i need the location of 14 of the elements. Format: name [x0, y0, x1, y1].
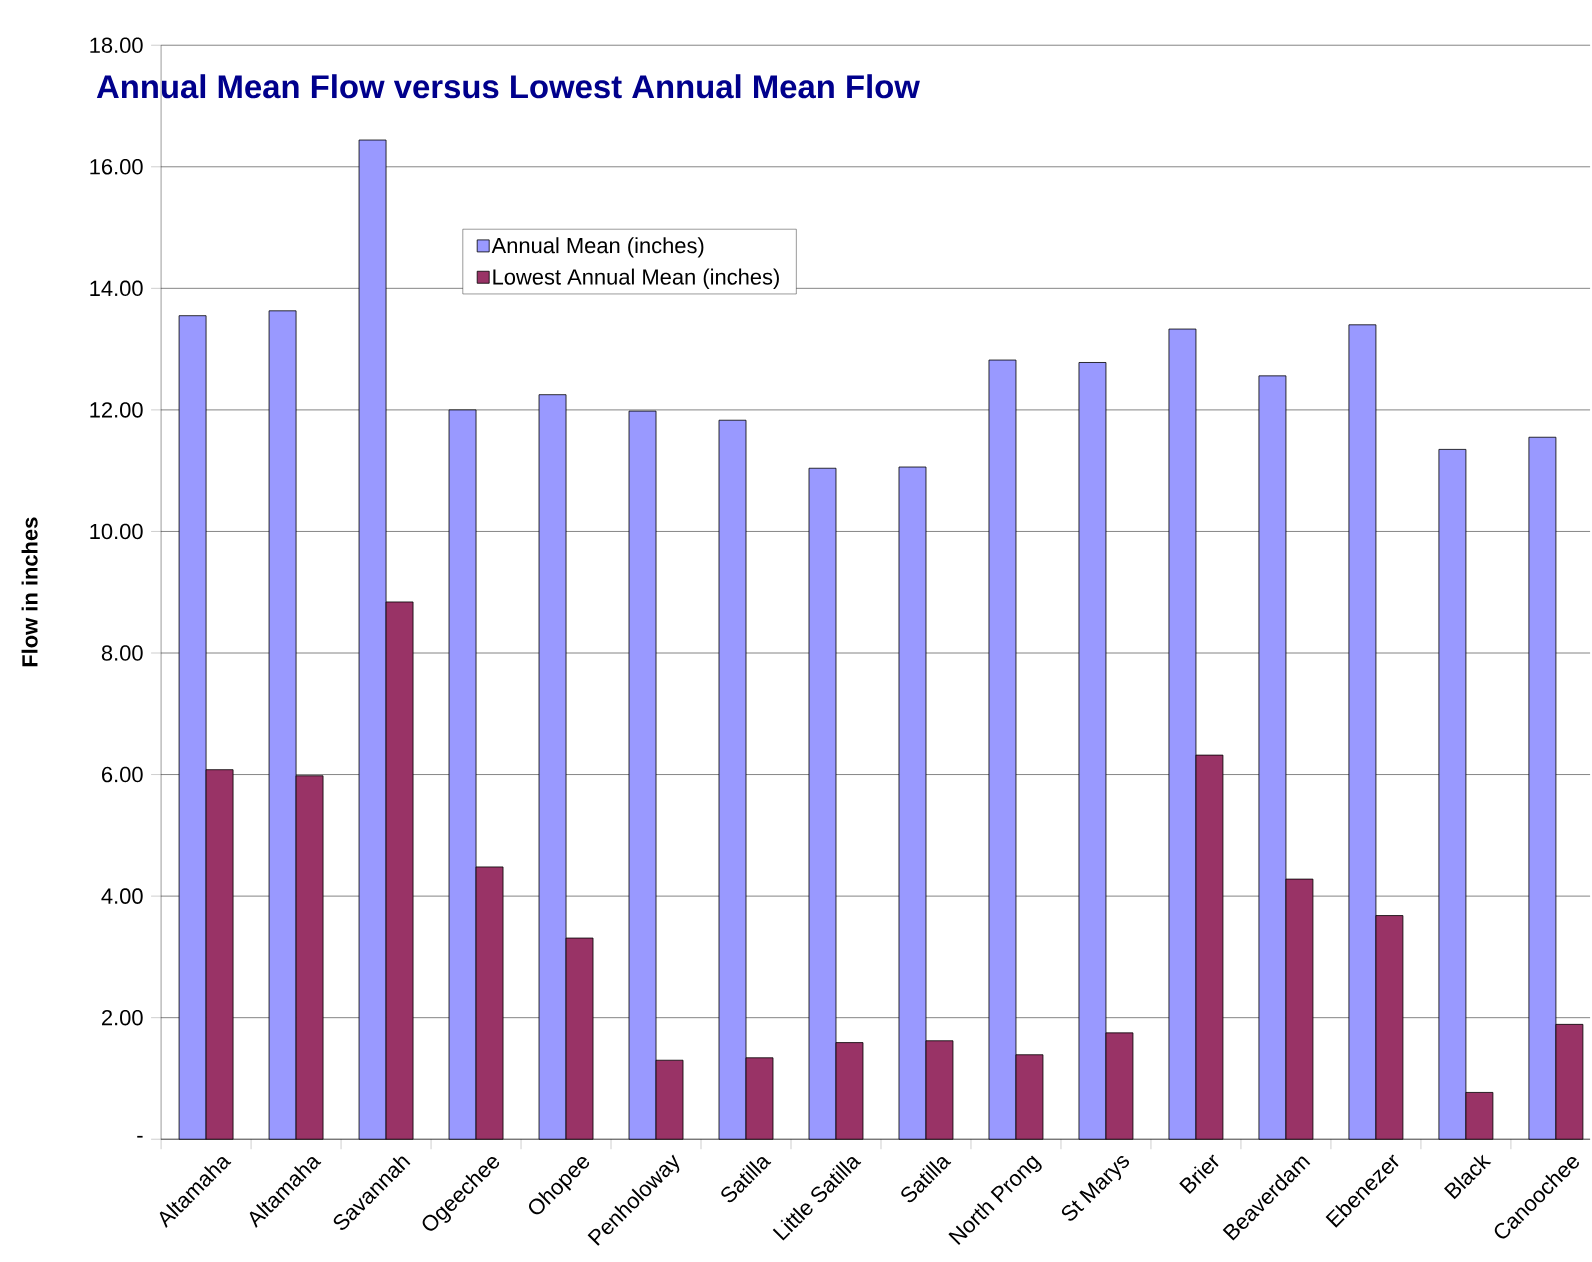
y-tick-label: 12.00	[90, 402, 143, 418]
y-tick-label: 10.00	[90, 523, 143, 540]
y-tick-label: 16.00	[90, 159, 143, 175]
y-tick-label: 4.00	[101, 888, 143, 904]
y-tick-label: 18.00	[90, 37, 143, 53]
legend-label: Annual Mean (inches)	[491, 237, 704, 258]
y-tick-label: 8.00	[101, 645, 143, 661]
legend-label: Lowest Annual Mean (inches)	[493, 268, 779, 289]
y-tick-label: 14.00	[90, 280, 143, 297]
text: Annual Mean Flow versus Lowest Annual Mean Flow	[96, 74, 920, 99]
y-tick-label: 6.00	[102, 766, 143, 783]
y-axis-title: Flow in inches	[21, 517, 38, 667]
y-tick-label: 2.00	[102, 1009, 143, 1026]
y-tick-label: -	[137, 1135, 143, 1138]
